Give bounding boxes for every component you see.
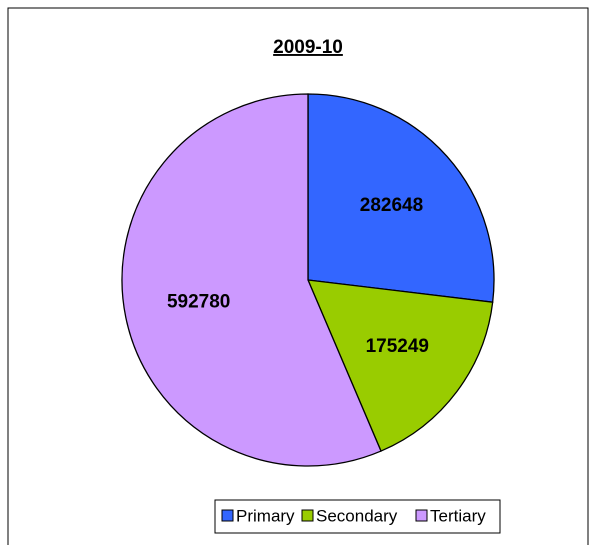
chart-title: 2009-10 bbox=[273, 37, 343, 58]
legend-swatch bbox=[301, 509, 314, 522]
legend-swatch bbox=[415, 509, 428, 522]
legend-label: Secondary bbox=[316, 506, 398, 525]
pie-slice bbox=[306, 279, 494, 452]
data-label: 282648 bbox=[360, 195, 423, 216]
legend-swatch bbox=[221, 509, 234, 522]
pie-slice bbox=[307, 93, 495, 303]
pie-slice bbox=[121, 93, 382, 467]
data-label: 592780 bbox=[167, 291, 230, 312]
data-label: 175249 bbox=[366, 336, 429, 357]
legend-label: Tertiary bbox=[430, 506, 486, 525]
legend-label: Primary bbox=[236, 506, 295, 525]
legend-box bbox=[214, 499, 501, 534]
